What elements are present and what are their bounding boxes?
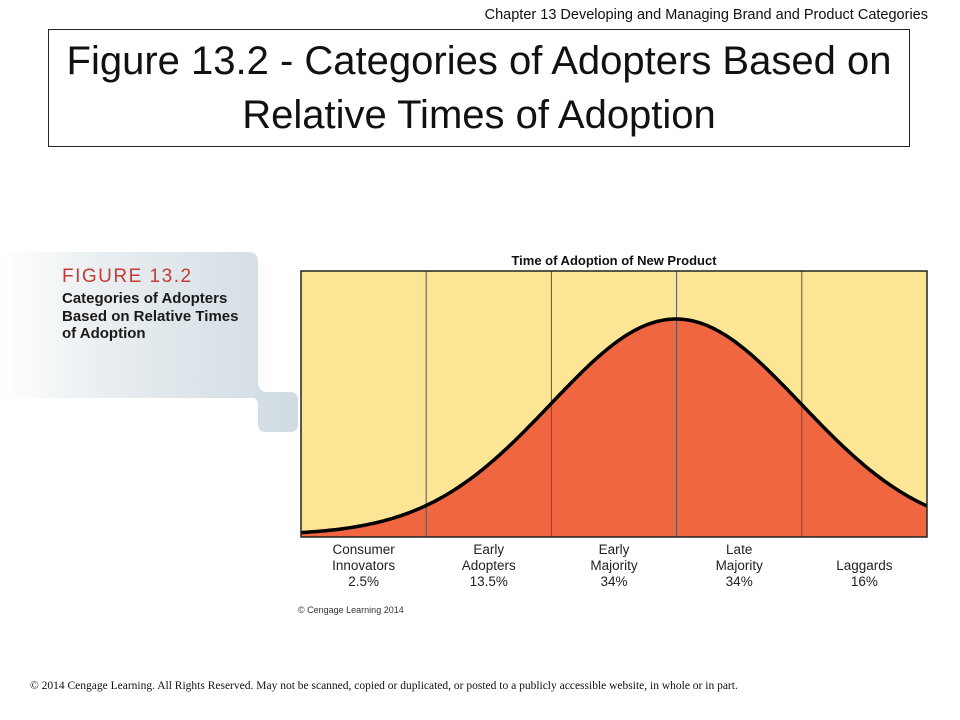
category-name-label: Innovators bbox=[332, 558, 395, 573]
category-name-label: Majority bbox=[716, 558, 764, 573]
category-name-label: Adopters bbox=[462, 558, 516, 573]
category-name-label: Late bbox=[726, 542, 752, 557]
adoption-curve-chart: Time of Adoption of New Product ConsumerI… bbox=[298, 253, 928, 615]
category-share-label: 13.5% bbox=[470, 574, 508, 589]
chart-title: Time of Adoption of New Product bbox=[511, 253, 717, 268]
caption-panel-background bbox=[0, 252, 298, 432]
category-name-label: Early bbox=[599, 542, 630, 557]
chart-frame bbox=[300, 270, 928, 538]
category-share-label: 34% bbox=[726, 574, 753, 589]
figure-caption-panel: FIGURE 13.2 Categories of Adopters Based… bbox=[0, 252, 300, 432]
figure-label: FIGURE 13.2 bbox=[62, 266, 193, 287]
adoption-curve-line bbox=[300, 317, 928, 535]
category-name-label: Laggards bbox=[836, 558, 893, 573]
category-name-label: Early bbox=[473, 542, 504, 557]
figure-caption: Categories of Adopters Based on Relative… bbox=[62, 290, 239, 342]
category-share-label: 2.5% bbox=[348, 574, 379, 589]
chapter-heading: Chapter 13 Developing and Managing Brand… bbox=[484, 7, 928, 23]
category-name-label: Majority bbox=[590, 558, 638, 573]
title-box: Figure 13.2 - Categories of Adopters Bas… bbox=[48, 29, 910, 147]
footer-copyright: © 2014 Cengage Learning. All Rights Rese… bbox=[30, 680, 738, 692]
category-share-label: 34% bbox=[600, 574, 627, 589]
chart-credit: © Cengage Learning 2014 bbox=[298, 605, 404, 615]
slide-title: Figure 13.2 - Categories of Adopters Bas… bbox=[66, 39, 892, 137]
category-name-label: Consumer bbox=[332, 542, 395, 557]
category-share-label: 16% bbox=[851, 574, 878, 589]
